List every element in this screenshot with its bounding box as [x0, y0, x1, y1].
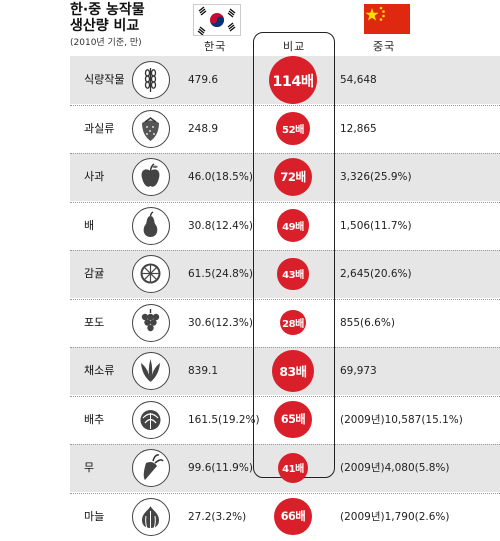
row-divider	[70, 298, 500, 300]
cabbage-icon	[132, 400, 170, 439]
korea-value: 46.0(18.5%)	[188, 171, 253, 183]
crop-label: 감귤	[84, 267, 105, 280]
strawberry-icon	[132, 109, 170, 148]
table-row: 배 30.8(12.4%) 1,506(11.7%)	[70, 202, 500, 250]
ratio-bubble: 28배	[280, 309, 306, 336]
crop-label: 마늘	[84, 509, 105, 523]
ratio-bubble: 114배	[269, 56, 317, 104]
ratio-bubble: 43배	[277, 258, 309, 290]
column-header-korea: 한국	[204, 40, 227, 53]
china-value: (2009년)1,790(2.6%)	[340, 510, 450, 523]
leaf-icon	[132, 352, 170, 390]
china-value: 3,326(25.9%)	[340, 171, 412, 183]
china-value: 855(6.6%)	[340, 316, 395, 329]
china-value: 69,973	[340, 365, 377, 377]
korea-value: 248.9	[188, 122, 219, 135]
pear-icon	[132, 206, 170, 245]
garlic-icon	[132, 497, 170, 536]
ratio-bubble: 72배	[273, 157, 313, 197]
table-row: 과실류 248.9 12,865	[70, 105, 500, 153]
korea-value: 61.5(24.8%)	[188, 268, 253, 280]
korea-value: 99.6(11.9%)	[188, 462, 253, 474]
china-flag-icon	[364, 4, 410, 34]
grape-icon	[132, 303, 170, 342]
korea-value: 30.6(12.3%)	[188, 316, 253, 329]
korea-flag-icon	[193, 4, 241, 36]
china-value: 12,865	[340, 122, 377, 135]
row-divider	[70, 347, 500, 348]
title-line-1: 한·중 농작물	[70, 2, 145, 18]
chart-subtitle: (2010년 기준, 만)	[70, 38, 142, 48]
column-header-china: 중국	[373, 40, 396, 53]
china-value: 54,648	[340, 74, 377, 86]
column-header-compare: 비교	[283, 40, 306, 53]
row-divider	[70, 153, 500, 154]
crop-label: 채소류	[84, 364, 115, 377]
row-divider	[70, 444, 500, 445]
chart-title: 한·중 농작물 생산량 비교	[70, 2, 145, 34]
ratio-bubble: 49배	[276, 209, 310, 242]
korea-value: 27.2(3.2%)	[188, 510, 247, 523]
china-value: 1,506(11.7%)	[340, 219, 412, 232]
row-divider	[70, 492, 500, 494]
crop-label: 사과	[84, 170, 105, 183]
crop-label: 배추	[84, 412, 105, 426]
table-row: 배추 161.5(19.2%) (2009년)10,587(15.1%)	[70, 396, 500, 444]
crop-label: 무	[84, 461, 95, 474]
title-line-2: 생산량 비교	[70, 18, 140, 34]
ratio-bubble: 83배	[272, 350, 314, 392]
korea-value: 479.6	[188, 74, 219, 86]
wheat-icon	[132, 61, 170, 99]
table-row: 포도 30.6(12.3%) 855(6.6%)	[70, 299, 500, 347]
crop-label: 과실류	[84, 121, 115, 135]
china-value: 2,645(20.6%)	[340, 268, 412, 280]
apple-icon	[132, 158, 170, 196]
korea-value: 161.5(19.2%)	[188, 413, 260, 426]
china-value: (2009년)4,080(5.8%)	[340, 462, 450, 474]
row-divider	[70, 395, 500, 397]
china-value: (2009년)10,587(15.1%)	[340, 413, 463, 426]
citrus-icon	[132, 255, 170, 293]
row-divider	[70, 250, 500, 251]
korea-value: 839.1	[188, 365, 219, 377]
crop-label: 포도	[84, 315, 105, 329]
ratio-bubble: 65배	[274, 400, 312, 439]
korea-value: 30.8(12.4%)	[188, 219, 253, 232]
crop-label: 식량작물	[84, 73, 125, 86]
ratio-bubble: 66배	[274, 497, 312, 536]
row-divider	[70, 104, 500, 106]
ratio-bubble: 41배	[277, 452, 309, 484]
radish-icon	[132, 449, 170, 487]
ratio-bubble: 52배	[276, 111, 310, 146]
row-divider	[70, 201, 500, 203]
crop-label: 배	[84, 218, 95, 232]
